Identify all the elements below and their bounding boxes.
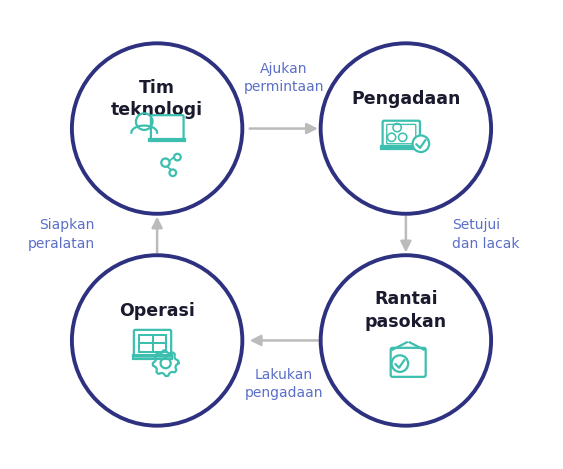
Bar — [149, 139, 185, 141]
Bar — [381, 146, 421, 150]
Circle shape — [321, 255, 491, 426]
Text: Siapkan
peralatan: Siapkan peralatan — [28, 218, 95, 251]
Text: Lakukan
pengadaan: Lakukan pengadaan — [244, 368, 323, 401]
Circle shape — [72, 255, 242, 426]
Text: Rantai
pasokan: Rantai pasokan — [365, 290, 447, 331]
Circle shape — [413, 136, 429, 152]
Circle shape — [72, 43, 242, 214]
Bar — [133, 355, 172, 358]
Text: Operasi: Operasi — [119, 302, 195, 319]
Text: Tim
teknologi: Tim teknologi — [111, 78, 203, 119]
Bar — [140, 335, 166, 351]
Text: Pengadaan: Pengadaan — [351, 90, 461, 107]
Circle shape — [321, 43, 491, 214]
Text: Setujui
dan lacak: Setujui dan lacak — [452, 218, 520, 251]
Circle shape — [392, 356, 408, 372]
Text: Ajukan
permintaan: Ajukan permintaan — [244, 61, 324, 94]
